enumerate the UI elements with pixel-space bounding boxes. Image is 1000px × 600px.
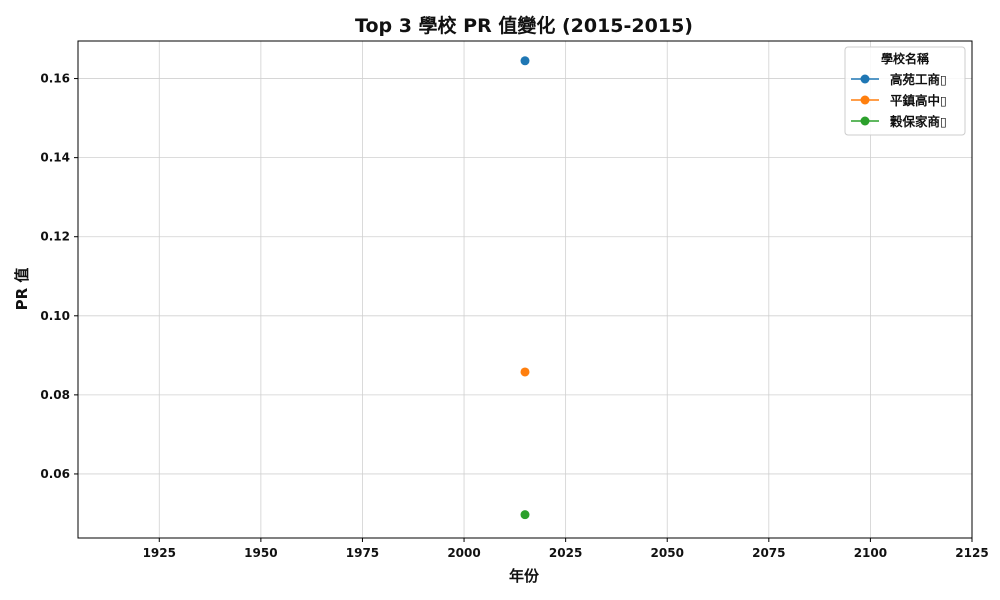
x-tick-label: 2000 [447,546,480,560]
series-1 [520,56,530,66]
legend-item: 平鎮高中▯ [851,93,947,108]
y-tick-label: 0.06 [40,467,70,481]
legend-label: 穀保家商▯ [889,114,947,129]
x-tick-label: 2125 [955,546,988,560]
x-tick-label: 1925 [143,546,176,560]
x-tick-label: 1975 [346,546,379,560]
legend-label: 平鎮高中▯ [890,93,947,108]
legend: 學校名稱 高苑工商▯ 平鎮高中▯ 穀保家商▯ [844,46,966,136]
x-axis-ticks: 1925 1950 1975 2000 2025 2050 2075 2100 2125 [143,538,989,560]
legend-items: 高苑工商▯ 平鎮高中▯ 穀保家商▯ [851,72,947,129]
data-series [520,56,530,520]
y-tick-label: 0.14 [40,151,70,165]
x-tick-label: 2025 [549,546,582,560]
y-tick-label: 0.10 [40,309,70,323]
x-tick-label: 1950 [244,546,277,560]
legend-marker [860,116,870,126]
chart-title: Top 3 學校 PR 值變化 (2015-2015) [355,14,693,37]
legend-item: 穀保家商▯ [851,114,947,129]
x-tick-label: 2050 [651,546,684,560]
data-point [520,510,530,520]
grid-lines [78,41,973,538]
legend-label: 高苑工商▯ [890,72,947,87]
x-axis-label: 年份 [509,567,540,585]
plot-area-frame [77,40,973,539]
legend-title: 學校名稱 [881,51,929,66]
y-tick-label: 0.16 [40,72,70,86]
legend-marker [860,95,870,105]
y-tick-label: 0.12 [40,230,70,244]
x-tick-label: 2075 [752,546,785,560]
legend-marker [860,74,870,84]
legend-frame [844,46,966,136]
data-point [520,367,530,377]
y-tick-label: 0.08 [40,388,70,402]
x-tick-label: 2100 [854,546,887,560]
legend-item: 高苑工商▯ [851,72,947,87]
y-axis-ticks: 0.06 0.08 0.10 0.12 0.14 0.16 [40,72,78,481]
series-3 [520,510,530,520]
y-axis-label: PR 值 [13,268,31,311]
data-point [520,56,530,66]
series-2 [520,367,530,377]
